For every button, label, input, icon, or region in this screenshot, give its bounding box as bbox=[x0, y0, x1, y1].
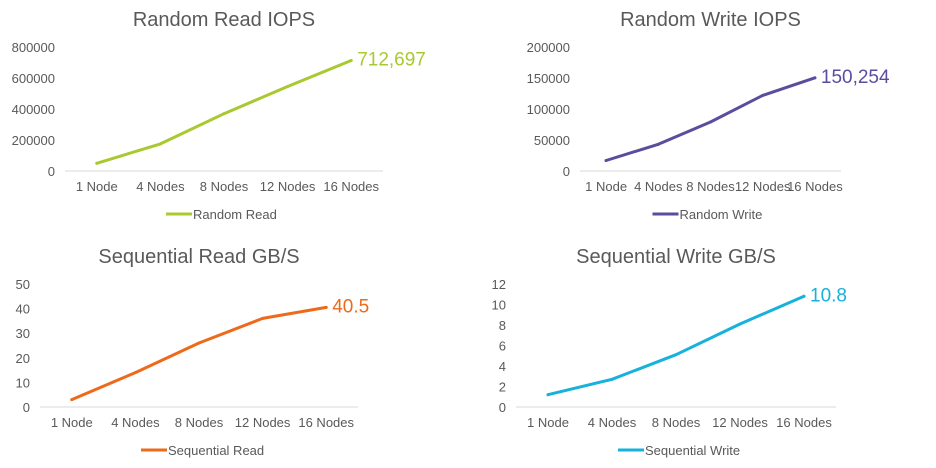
legend-label: Random Read bbox=[193, 207, 277, 222]
chart-title: Sequential Write GB/S bbox=[576, 246, 776, 268]
x-tick-label: 1 Node bbox=[51, 415, 93, 430]
data-label-end: 10.8 bbox=[810, 285, 847, 306]
x-tick-label: 1 Node bbox=[585, 179, 627, 194]
x-tick-label: 16 Nodes bbox=[787, 179, 843, 194]
y-tick-label: 800000 bbox=[12, 40, 55, 55]
data-point bbox=[286, 85, 290, 89]
y-tick-label: 100000 bbox=[527, 102, 570, 117]
y-tick-label: 30 bbox=[16, 326, 30, 341]
x-tick-label: 4 Nodes bbox=[136, 179, 185, 194]
y-tick-label: 0 bbox=[48, 164, 55, 179]
x-tick-label: 1 Node bbox=[76, 179, 118, 194]
chart-title: Random Write IOPS bbox=[620, 9, 801, 31]
x-tick-label: 16 Nodes bbox=[298, 415, 354, 430]
x-tick-label: 12 Nodes bbox=[735, 179, 791, 194]
data-point bbox=[813, 76, 817, 80]
chart-svg: Random Read IOPS 0 200000 400000 600000 80000… bbox=[12, 9, 426, 222]
chart-title: Sequential Read GB/S bbox=[98, 246, 299, 268]
data-point bbox=[261, 316, 265, 320]
data-point bbox=[324, 305, 328, 309]
chart-title: Random Read IOPS bbox=[133, 9, 315, 31]
data-point bbox=[802, 294, 806, 298]
legend-label: Random Write bbox=[680, 207, 763, 222]
y-tick-label: 200000 bbox=[527, 40, 570, 55]
y-tick-label: 600000 bbox=[12, 71, 55, 86]
y-tick-label: 200000 bbox=[12, 133, 55, 148]
chart-random-write-iops: Random Write IOPS 0 50000 100000 150000 20000… bbox=[527, 9, 890, 222]
x-tick-label: 4 Nodes bbox=[588, 415, 637, 430]
y-tick-label: 40 bbox=[16, 302, 30, 317]
data-point bbox=[197, 341, 201, 345]
data-point bbox=[738, 322, 742, 326]
x-tick-label: 1 Node bbox=[527, 415, 569, 430]
data-point bbox=[222, 112, 226, 116]
x-tick-label: 12 Nodes bbox=[235, 415, 291, 430]
y-tick-label: 50000 bbox=[534, 133, 570, 148]
data-point bbox=[610, 377, 614, 381]
data-point bbox=[349, 59, 353, 63]
y-tick-label: 10 bbox=[16, 375, 30, 390]
data-point bbox=[604, 158, 608, 162]
x-tick-label: 8 Nodes bbox=[175, 415, 224, 430]
y-tick-label: 6 bbox=[499, 339, 506, 354]
y-tick-label: 2 bbox=[499, 380, 506, 395]
data-point bbox=[656, 142, 660, 146]
series-line-sequential-write bbox=[546, 294, 806, 397]
legend-label: Sequential Read bbox=[168, 443, 264, 458]
x-tick-label: 8 Nodes bbox=[686, 179, 735, 194]
data-point bbox=[133, 371, 137, 375]
data-point bbox=[709, 120, 712, 124]
data-label-end: 150,254 bbox=[821, 67, 890, 88]
y-tick-label: 4 bbox=[499, 359, 506, 374]
x-tick-label: 12 Nodes bbox=[260, 179, 316, 194]
data-point bbox=[95, 161, 99, 165]
data-point bbox=[546, 393, 550, 397]
data-label-end: 712,697 bbox=[357, 50, 426, 71]
x-tick-label: 4 Nodes bbox=[111, 415, 160, 430]
data-point bbox=[674, 353, 678, 357]
y-tick-label: 20 bbox=[16, 351, 30, 366]
x-tick-label: 8 Nodes bbox=[200, 179, 249, 194]
y-tick-label: 0 bbox=[499, 400, 506, 415]
data-point bbox=[761, 93, 765, 97]
y-tick-label: 8 bbox=[499, 318, 506, 333]
chart-random-read-iops: Random Read IOPS 0 200000 400000 600000 80000… bbox=[0, 0, 468, 234]
x-tick-label: 4 Nodes bbox=[634, 179, 683, 194]
legend-label: Sequential Write bbox=[645, 443, 740, 458]
y-tick-label: 0 bbox=[563, 164, 570, 179]
data-label-end: 40.5 bbox=[332, 296, 369, 317]
chart-svg: Random Write IOPS 0 50000 100000 150000 20000… bbox=[527, 9, 890, 222]
y-tick-label: 10 bbox=[492, 298, 506, 313]
y-tick-label: 0 bbox=[23, 400, 30, 415]
data-point bbox=[158, 142, 162, 146]
y-tick-label: 150000 bbox=[527, 71, 570, 86]
x-tick-label: 16 Nodes bbox=[776, 415, 832, 430]
y-tick-label: 400000 bbox=[12, 102, 55, 117]
data-point bbox=[70, 398, 74, 402]
x-tick-label: 16 Nodes bbox=[323, 179, 379, 194]
x-tick-label: 8 Nodes bbox=[652, 415, 701, 430]
y-tick-label: 12 bbox=[492, 277, 506, 292]
x-tick-label: 12 Nodes bbox=[712, 415, 768, 430]
chart-svg: Sequential Read GB/S 0 10 20 30 40 50 1 Node 4 N… bbox=[16, 246, 370, 458]
y-tick-label: 50 bbox=[16, 277, 30, 292]
chart-sequential-read-gbs: Sequential Read GB/S 0 10 20 30 40 50 1 Node 4 N… bbox=[16, 246, 370, 458]
